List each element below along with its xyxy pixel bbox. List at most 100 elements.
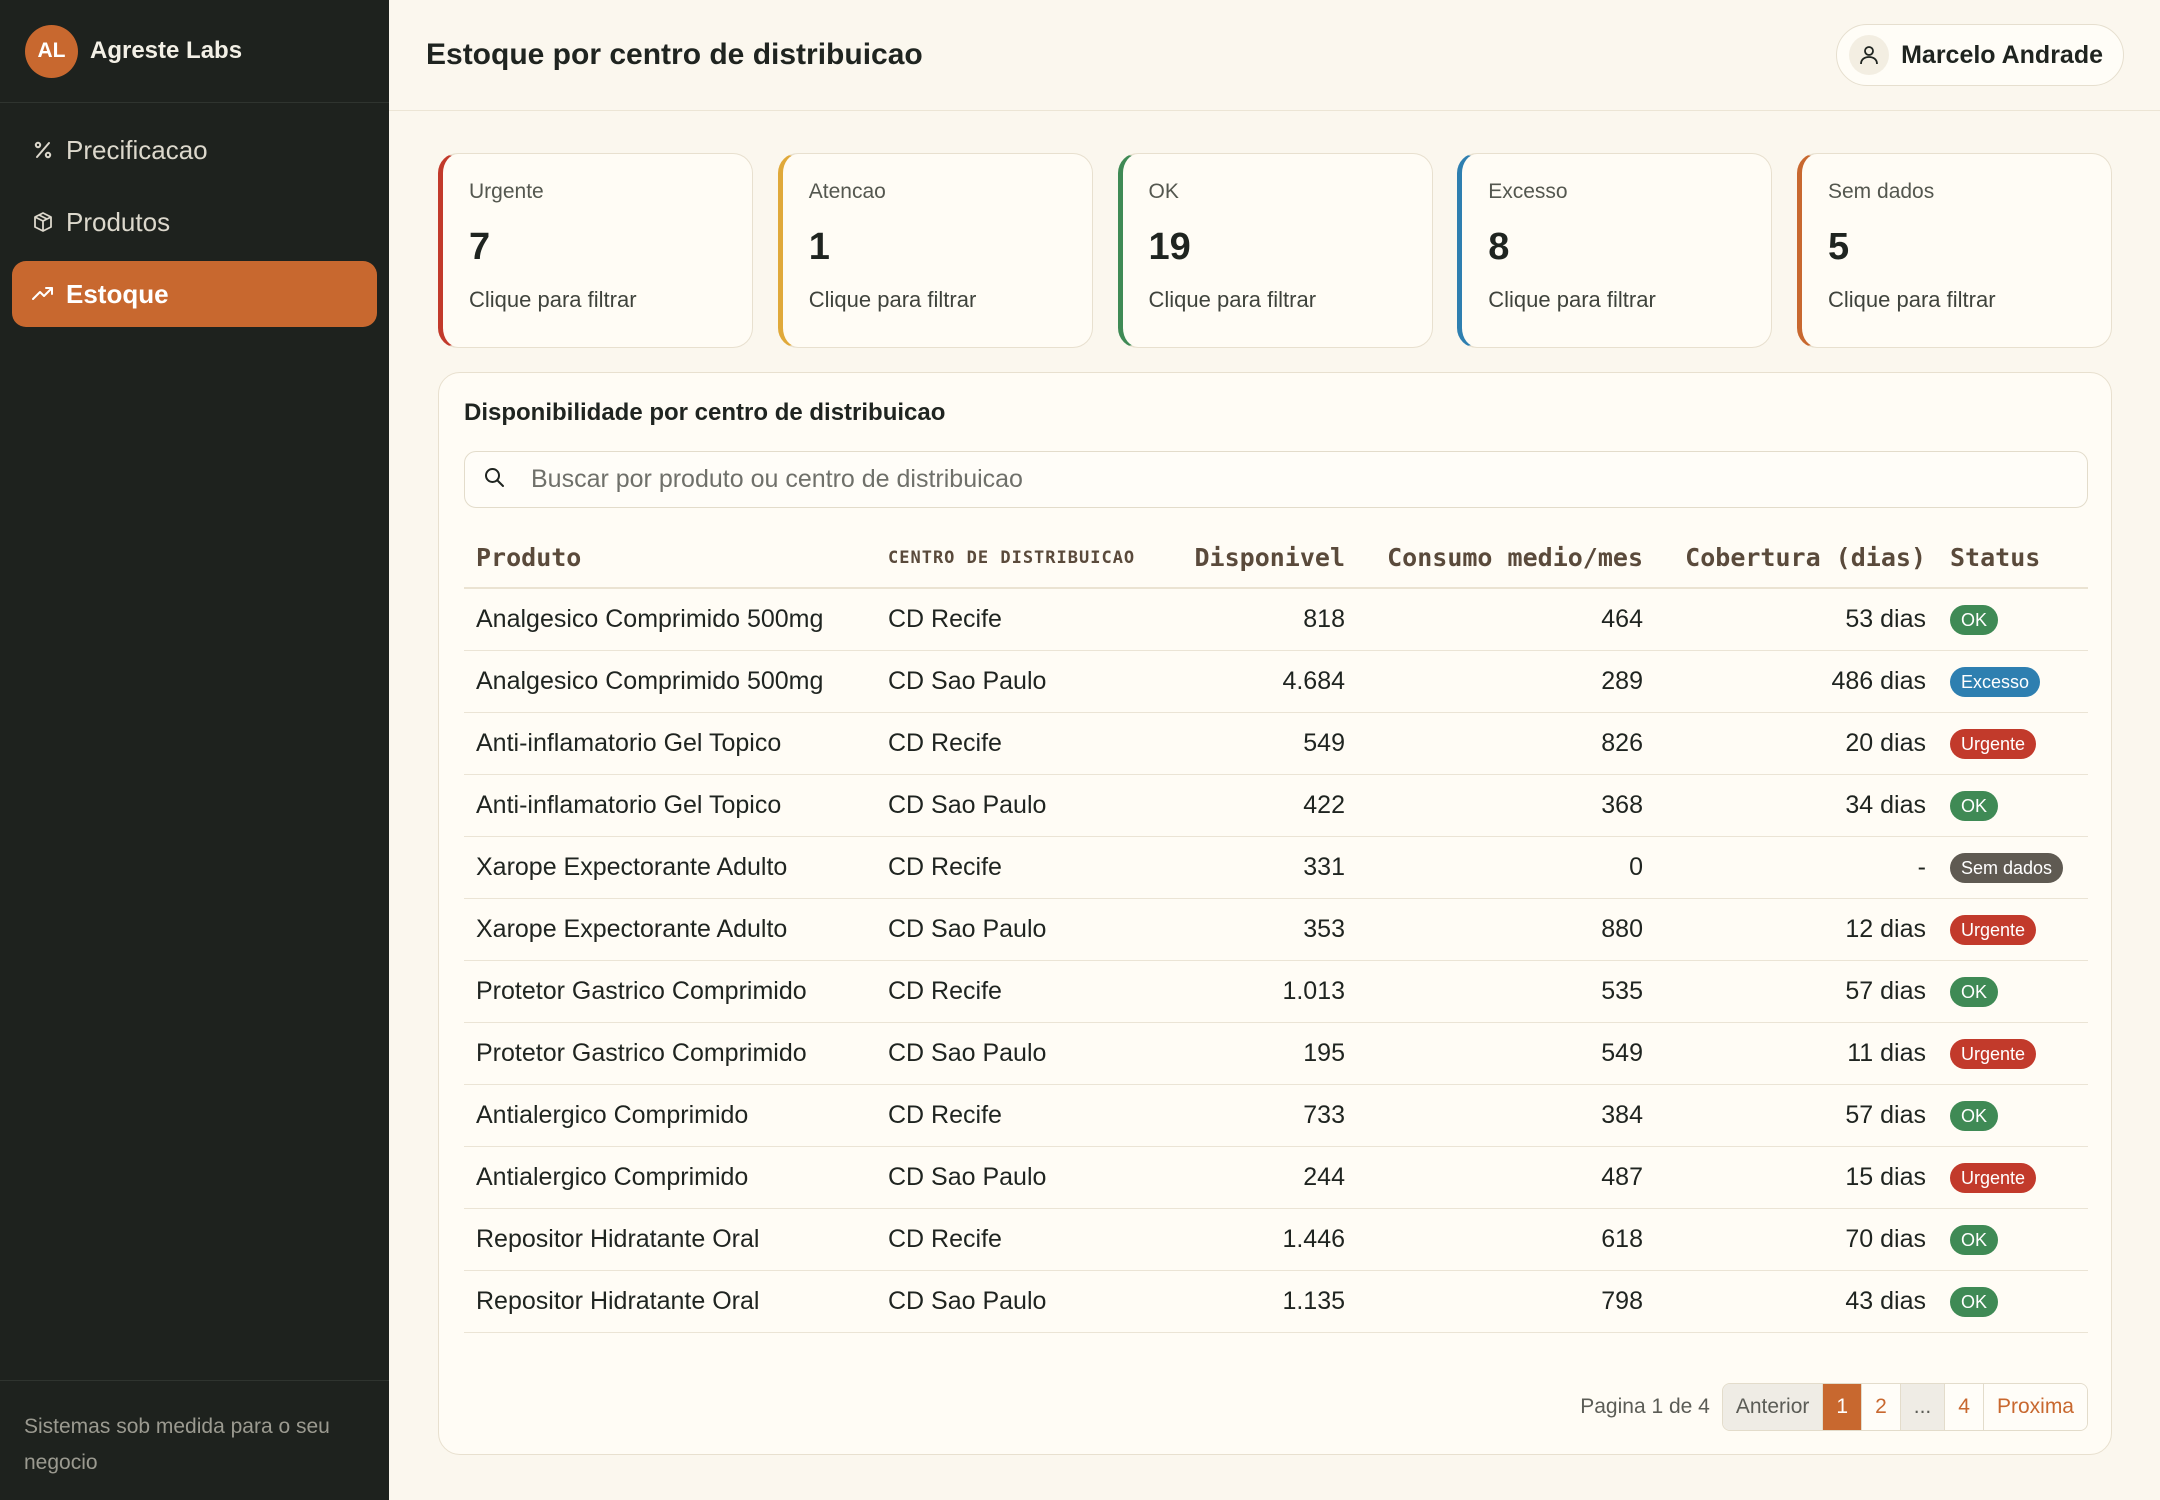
brand[interactable]: AL Agreste Labs	[0, 0, 389, 103]
status-badge: Sem dados	[1950, 852, 2064, 883]
status-badge: Urgente	[1950, 728, 2037, 759]
page-button-2[interactable]: 2	[1862, 1384, 1901, 1430]
box-icon	[30, 209, 56, 235]
table-row[interactable]: Antialergico Comprimido CD Sao Paulo 244 48…	[464, 1146, 2088, 1209]
cell-status: Urgente	[1938, 1146, 2088, 1209]
cell-centro: CD Recife	[876, 836, 1176, 899]
status-badge: Urgente	[1950, 1038, 2037, 1069]
status-badge: OK	[1950, 604, 1999, 635]
card-ok[interactable]: OK 19 Clique para filtrar	[1117, 153, 1433, 348]
table-row[interactable]: Anti-inflamatorio Gel Topico CD Recife 549…	[464, 712, 2088, 775]
sidebar-footer: Sistemas sob medida para o seu negocio	[0, 1380, 389, 1500]
cell-produto: Repositor Hidratante Oral	[464, 1270, 876, 1333]
cell-status: OK	[1938, 1208, 2088, 1271]
cell-centro: CD Sao Paulo	[876, 1270, 1176, 1333]
cell-centro: CD Recife	[876, 1084, 1176, 1147]
user-icon	[1849, 35, 1890, 75]
cell-centro: CD Sao Paulo	[876, 774, 1176, 837]
user-name: Marcelo Andrade	[1901, 40, 2103, 69]
cell-disponivel: 4.684	[1176, 650, 1357, 713]
sidebar-item-precificacao[interactable]: Precificacao	[12, 117, 377, 183]
cell-status: OK	[1938, 960, 2088, 1023]
cell-status: OK	[1938, 1270, 2088, 1333]
col-produto[interactable]: Produto	[464, 528, 876, 589]
cell-cobertura: 486 dias	[1655, 650, 1938, 713]
card-label: Urgente	[469, 180, 544, 203]
table-row[interactable]: Analgesico Comprimido 500mg CD Sao Paulo 4…	[464, 650, 2088, 713]
cell-consumo: 798	[1357, 1270, 1655, 1333]
card-value: 5	[1828, 226, 1850, 268]
cell-disponivel: 733	[1176, 1084, 1357, 1147]
col-cobertura[interactable]: Cobertura (dias)	[1655, 528, 1938, 589]
card-excesso[interactable]: Excesso 8 Clique para filtrar	[1457, 153, 1773, 348]
prev-page-button[interactable]: Anterior	[1722, 1384, 1824, 1430]
col-centro[interactable]: CENTRO DE DISTRIBUICAO	[876, 528, 1176, 589]
cell-status: OK	[1938, 774, 2088, 837]
cell-disponivel: 1.013	[1176, 960, 1357, 1023]
cell-disponivel: 422	[1176, 774, 1357, 837]
percent-icon	[30, 137, 56, 163]
cell-disponivel: 1.446	[1176, 1208, 1357, 1271]
col-disponivel[interactable]: Disponivel	[1176, 528, 1357, 589]
pagination-info: Pagina 1 de 4	[1580, 1395, 1710, 1418]
cell-produto: Xarope Expectorante Adulto	[464, 898, 876, 961]
cell-centro: CD Sao Paulo	[876, 650, 1176, 713]
sidebar-item-produtos[interactable]: Produtos	[12, 189, 377, 255]
search-box[interactable]	[464, 451, 2088, 508]
table-row[interactable]: Protetor Gastrico Comprimido CD Recife 1.0…	[464, 960, 2088, 1023]
table-row[interactable]: Xarope Expectorante Adulto CD Recife 331 0-…	[464, 836, 2088, 899]
cell-status: OK	[1938, 1084, 2088, 1147]
cell-centro: CD Sao Paulo	[876, 1146, 1176, 1209]
card-hint: Clique para filtrar	[1148, 287, 1317, 312]
page-button-1[interactable]: 1	[1823, 1384, 1863, 1430]
sidebar-item-estoque[interactable]: Estoque	[12, 261, 377, 327]
cell-produto: Xarope Expectorante Adulto	[464, 836, 876, 899]
availability-panel: Disponibilidade por centro de distribuic…	[438, 372, 2112, 1455]
card-hint: Clique para filtrar	[808, 287, 977, 312]
cell-consumo: 368	[1357, 774, 1655, 837]
table-row[interactable]: Antialergico Comprimido CD Recife 733 384 57…	[464, 1084, 2088, 1147]
cell-consumo: 289	[1357, 650, 1655, 713]
cell-disponivel: 195	[1176, 1022, 1357, 1085]
card-label: OK	[1148, 180, 1179, 203]
status-badge: Urgente	[1950, 1162, 2037, 1193]
cell-cobertura: 15 dias	[1655, 1146, 1938, 1209]
cell-centro: CD Recife	[876, 1208, 1176, 1271]
table-row[interactable]: Xarope Expectorante Adulto CD Sao Paulo 35…	[464, 898, 2088, 961]
card-sem-dados[interactable]: Sem dados 5 Clique para filtrar	[1797, 153, 2112, 348]
table-row[interactable]: Repositor Hidratante Oral CD Recife 1.446 6…	[464, 1208, 2088, 1271]
table-row[interactable]: Repositor Hidratante Oral CD Sao Paulo 1.1…	[464, 1270, 2088, 1333]
card-atencao[interactable]: Atencao 1 Clique para filtrar	[777, 153, 1093, 348]
cell-consumo: 880	[1357, 898, 1655, 961]
cell-status: OK	[1938, 588, 2088, 651]
user-menu-button[interactable]: Marcelo Andrade	[1836, 24, 2124, 86]
table-row[interactable]: Anti-inflamatorio Gel Topico CD Sao Paulo…	[464, 774, 2088, 837]
cell-centro: CD Recife	[876, 712, 1176, 775]
next-page-button[interactable]: Proxima	[1983, 1384, 2087, 1430]
col-consumo[interactable]: Consumo medio/mes	[1357, 528, 1655, 589]
brand-name: Agreste Labs	[90, 37, 243, 64]
brand-logo: AL	[25, 24, 78, 78]
cell-cobertura: 34 dias	[1655, 774, 1938, 837]
cell-disponivel: 353	[1176, 898, 1357, 961]
page-button-4[interactable]: 4	[1945, 1384, 1984, 1430]
cell-status: Urgente	[1938, 712, 2088, 775]
sidebar-nav: Precificacao Produtos Estoque	[0, 103, 389, 333]
pagination-controls: Anterior 1 2 ... 4 Proxima	[1721, 1383, 2088, 1431]
sidebar-item-label: Estoque	[66, 278, 169, 309]
table-row[interactable]: Protetor Gastrico Comprimido CD Sao Paulo…	[464, 1022, 2088, 1085]
cell-disponivel: 549	[1176, 712, 1357, 775]
card-value: 7	[469, 226, 491, 268]
panel-title: Disponibilidade por centro de distribuic…	[464, 399, 946, 426]
top-header: Estoque por centro de distribuicao Marce…	[389, 0, 2160, 111]
card-urgente[interactable]: Urgente 7 Clique para filtrar	[438, 153, 753, 348]
cell-cobertura: 43 dias	[1655, 1270, 1938, 1333]
cell-centro: CD Recife	[876, 960, 1176, 1023]
search-input[interactable]	[531, 465, 1931, 494]
card-hint: Clique para filtrar	[469, 287, 637, 312]
cell-consumo: 549	[1357, 1022, 1655, 1085]
table-row[interactable]: Analgesico Comprimido 500mg CD Recife 818 4…	[464, 588, 2088, 651]
status-badge: OK	[1950, 976, 1999, 1007]
cell-status: Excesso	[1938, 650, 2088, 713]
col-status[interactable]: Status	[1938, 528, 2088, 589]
